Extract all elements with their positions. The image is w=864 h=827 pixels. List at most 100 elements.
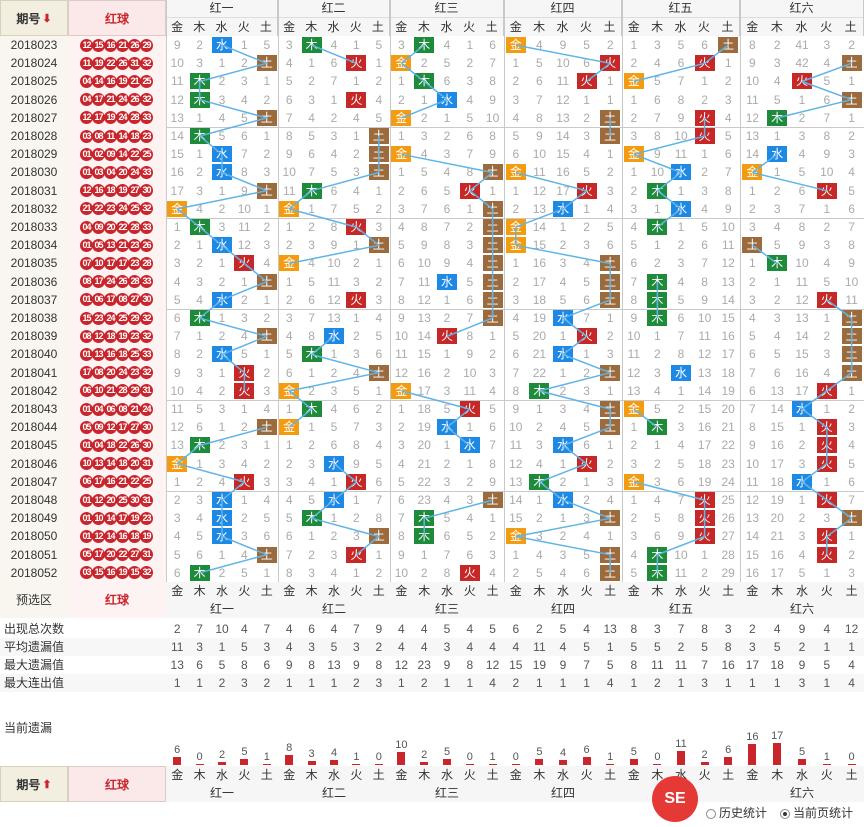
omission-cell: 5 (241, 110, 248, 125)
omission-cell: 21 (532, 347, 547, 362)
red-ball: 20 (128, 457, 141, 471)
row-separator (0, 127, 864, 128)
hit-tu-cell: 土 (600, 364, 621, 381)
red-ball: 11 (80, 56, 93, 70)
preselect-red-label[interactable]: 红球 (68, 582, 166, 618)
omission-cell: 10 (394, 565, 409, 580)
red-ball: 01 (80, 238, 93, 252)
period-cell: 2018043 (0, 400, 68, 419)
stat-value: 4 (823, 622, 831, 636)
omission-cell: 6 (466, 547, 474, 562)
omission-cell: 5 (654, 511, 661, 526)
group-label: 红二 (278, 784, 390, 802)
stat-value: 13 (170, 658, 184, 672)
omission-cell: 14 (417, 329, 431, 344)
sort-down-icon[interactable]: ⬇ (42, 12, 52, 25)
table-row: 2018030 01 03 04 20 24 33 16 2 水 8 3 10 7 5 3 土 1 5 4 8 土金 11 1… (0, 163, 864, 182)
stat-value: 1 (308, 676, 315, 690)
red-ball: 24 (104, 275, 117, 289)
bottom-period-header[interactable]: 期号 ⬆ (0, 766, 68, 802)
current-page-stats-option[interactable]: 当前页统计 (780, 804, 853, 821)
period-header[interactable]: 期号 ⬇ (0, 0, 68, 36)
history-radio-icon[interactable] (706, 808, 716, 819)
red-ball: 18 (128, 129, 141, 143)
hit-mu-cell: 木 (647, 182, 668, 199)
omission-cell: 3 (798, 129, 806, 143)
omission-cell: 6 (330, 56, 338, 71)
omission-bar-value: 5 (798, 745, 806, 758)
omission-bar (653, 764, 662, 765)
hit-mu-cell: 木 (529, 473, 550, 490)
omission-cell: 7 (823, 110, 831, 125)
omission-cell: 1 (285, 402, 293, 416)
red-ball: 23 (128, 329, 141, 343)
omission-cell: 3 (701, 183, 708, 198)
stat-value: 12 (394, 658, 409, 672)
omission-cell: 10 (532, 147, 547, 162)
omission-cell: 7 (466, 147, 474, 162)
omission-bar-value: 1 (823, 750, 830, 763)
omission-cell: 7 (443, 220, 451, 234)
omission-cell: 6 (285, 529, 293, 544)
omission-bar (535, 758, 544, 765)
red-ball: 17 (80, 366, 93, 380)
omission-cell: 6 (241, 129, 248, 143)
omission-cell: 2 (443, 456, 451, 471)
omission-cell: 1 (308, 420, 315, 435)
omission-cell: 3 (512, 292, 520, 307)
current-page-radio-icon[interactable] (780, 808, 790, 819)
omission-cell: 1 (749, 183, 756, 198)
stat-value: 8 (466, 658, 474, 672)
omission-cell: 4 (583, 402, 590, 416)
omission-cell: 9 (677, 110, 685, 125)
stat-value: 5 (583, 640, 590, 654)
red-ball: 09 (92, 420, 105, 434)
omission-cell: 2 (218, 201, 226, 216)
red-ball: 04 (104, 165, 117, 179)
stat-value: 1 (848, 640, 855, 654)
red-balls-cell: 06 10 21 28 29 31 (68, 381, 166, 400)
omission-cell: 7 (677, 329, 685, 344)
omission-cell: 3 (353, 347, 360, 362)
omission-cell: 6 (375, 474, 383, 489)
stat-value: 6 (263, 658, 271, 672)
omission-cell: 6 (443, 529, 451, 544)
omission-cell: 1 (375, 256, 383, 271)
hit-mu-cell: 木 (647, 546, 668, 563)
omission-cell: 9 (823, 147, 831, 162)
omission-cell: 1 (196, 147, 203, 162)
omission-bar (822, 763, 831, 765)
hit-tu-cell: 土 (841, 346, 862, 363)
sort-up-icon[interactable]: ⬆ (42, 778, 52, 791)
omission-bar-value: 0 (375, 751, 382, 763)
omission-bar (677, 750, 685, 765)
element-header-mu: 木 (770, 20, 783, 34)
omission-cell: 6 (701, 38, 708, 52)
omission-cell: 6 (308, 292, 315, 307)
omission-cell: 6 (701, 238, 708, 253)
stat-value: 5 (606, 658, 614, 672)
stat-value: 4 (848, 658, 855, 672)
omission-cell: 2 (701, 565, 708, 580)
history-stats-option[interactable]: 历史统计 (706, 804, 767, 821)
stat-value: 4 (606, 676, 614, 690)
omission-cell: 6 (330, 438, 338, 453)
stat-value: 3 (798, 676, 806, 690)
omission-cell: 8 (749, 420, 756, 435)
hit-huo-cell: 火 (346, 219, 367, 235)
omission-cell: 3 (489, 547, 496, 562)
stat-value: 19 (532, 658, 547, 672)
omission-cell: 4 (773, 329, 781, 344)
omission-cell: 1 (353, 565, 360, 580)
red-ball: 22 (104, 56, 117, 70)
stat-value: 5 (443, 622, 451, 636)
hit-tu-cell: 土 (841, 510, 862, 527)
omission-cell: 1 (263, 565, 271, 580)
omission-cell: 8 (823, 129, 831, 143)
omission-cell: 3 (241, 74, 248, 89)
stat-value: 3 (724, 622, 732, 636)
omission-cell: 2 (443, 311, 451, 325)
omission-cell: 12 (170, 92, 184, 107)
table-row: 2018048 01 12 20 25 30 31 2 3 水 1 4 4 5 水 1 7 6 23 4 3 土 14 1 水 2… (0, 491, 864, 510)
omission-cell: 9 (489, 92, 496, 107)
